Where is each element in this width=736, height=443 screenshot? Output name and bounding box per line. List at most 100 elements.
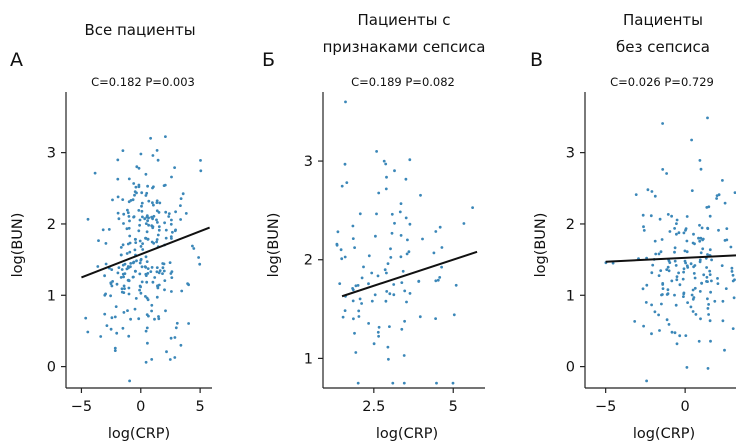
data-point: [702, 273, 706, 277]
data-point: [670, 330, 674, 334]
data-point: [358, 212, 362, 216]
data-point: [152, 241, 156, 245]
data-point: [650, 190, 654, 193]
data-point: [135, 165, 139, 169]
data-point: [140, 265, 144, 269]
data-point: [390, 231, 394, 235]
data-point: [187, 322, 191, 325]
data-point: [675, 218, 679, 222]
data-point: [705, 280, 708, 283]
data-point: [133, 248, 137, 252]
data-point: [408, 158, 412, 162]
data-point: [434, 317, 437, 320]
data-point: [435, 381, 438, 385]
data-point: [675, 275, 679, 278]
data-point: [150, 358, 154, 361]
data-point: [377, 334, 380, 338]
data-point: [134, 185, 138, 189]
data-point: [179, 197, 183, 201]
panel-c: Пациенты без сепсиса В C=0.026 P=0.729 0…: [530, 11, 736, 442]
data-point: [354, 351, 358, 354]
data-point: [109, 327, 113, 331]
data-point: [691, 288, 695, 292]
data-point: [705, 275, 709, 279]
data-point: [122, 275, 125, 279]
data-point: [730, 266, 734, 270]
data-point: [438, 276, 442, 279]
data-point: [451, 381, 455, 385]
data-point: [175, 321, 179, 325]
data-point: [665, 268, 669, 271]
data-point: [104, 242, 108, 245]
data-point: [122, 284, 126, 288]
panel-title: Все пациенты: [84, 21, 195, 39]
data-point: [133, 307, 137, 311]
data-point: [127, 215, 131, 218]
data-point: [150, 309, 154, 313]
data-point: [179, 343, 183, 347]
data-point: [146, 219, 150, 223]
data-point: [109, 294, 112, 298]
data-point: [139, 152, 143, 156]
data-point: [661, 122, 664, 125]
x-tick-label: 5: [449, 399, 458, 415]
data-point: [122, 212, 126, 216]
data-point: [164, 135, 167, 139]
data-point: [104, 262, 108, 266]
data-point: [358, 297, 362, 301]
data-point: [733, 278, 736, 282]
data-point: [376, 274, 380, 278]
data-point: [649, 214, 653, 218]
data-point: [113, 315, 117, 319]
data-point: [375, 150, 378, 153]
data-point: [642, 225, 645, 229]
data-point: [370, 271, 374, 275]
data-point: [179, 204, 182, 208]
data-point: [120, 268, 124, 271]
data-point: [401, 269, 405, 273]
data-point: [138, 223, 142, 227]
data-point: [149, 270, 153, 273]
data-point: [117, 266, 121, 269]
data-point: [725, 238, 729, 242]
data-point: [168, 261, 172, 264]
data-point: [733, 191, 736, 194]
points: [335, 100, 474, 385]
data-point: [471, 206, 474, 210]
data-point: [140, 209, 144, 213]
data-point: [367, 254, 371, 258]
data-point: [666, 265, 670, 269]
data-point: [122, 311, 126, 314]
data-point: [403, 289, 407, 293]
data-point: [434, 279, 438, 283]
data-point: [654, 252, 658, 256]
data-point: [121, 272, 125, 276]
data-point: [398, 210, 402, 214]
data-point: [700, 281, 704, 285]
data-point: [684, 261, 687, 265]
data-point: [384, 187, 388, 191]
data-point: [405, 300, 408, 304]
data-point: [155, 201, 159, 205]
data-point: [184, 212, 188, 215]
data-point: [191, 244, 194, 248]
data-point: [385, 175, 388, 179]
data-point: [144, 236, 147, 240]
data-point: [138, 272, 142, 276]
data-point: [135, 191, 138, 195]
data-point: [132, 182, 136, 185]
data-point: [356, 284, 360, 287]
data-point: [157, 271, 161, 275]
data-point: [101, 228, 105, 232]
data-point: [404, 216, 408, 220]
data-point: [134, 238, 137, 241]
data-point: [151, 154, 155, 157]
data-point: [121, 198, 125, 202]
data-point: [462, 222, 466, 225]
data-point: [110, 268, 114, 271]
data-point: [693, 276, 697, 280]
data-point: [138, 239, 142, 243]
data-point: [144, 360, 148, 364]
data-point: [117, 217, 121, 221]
data-point: [642, 324, 645, 328]
